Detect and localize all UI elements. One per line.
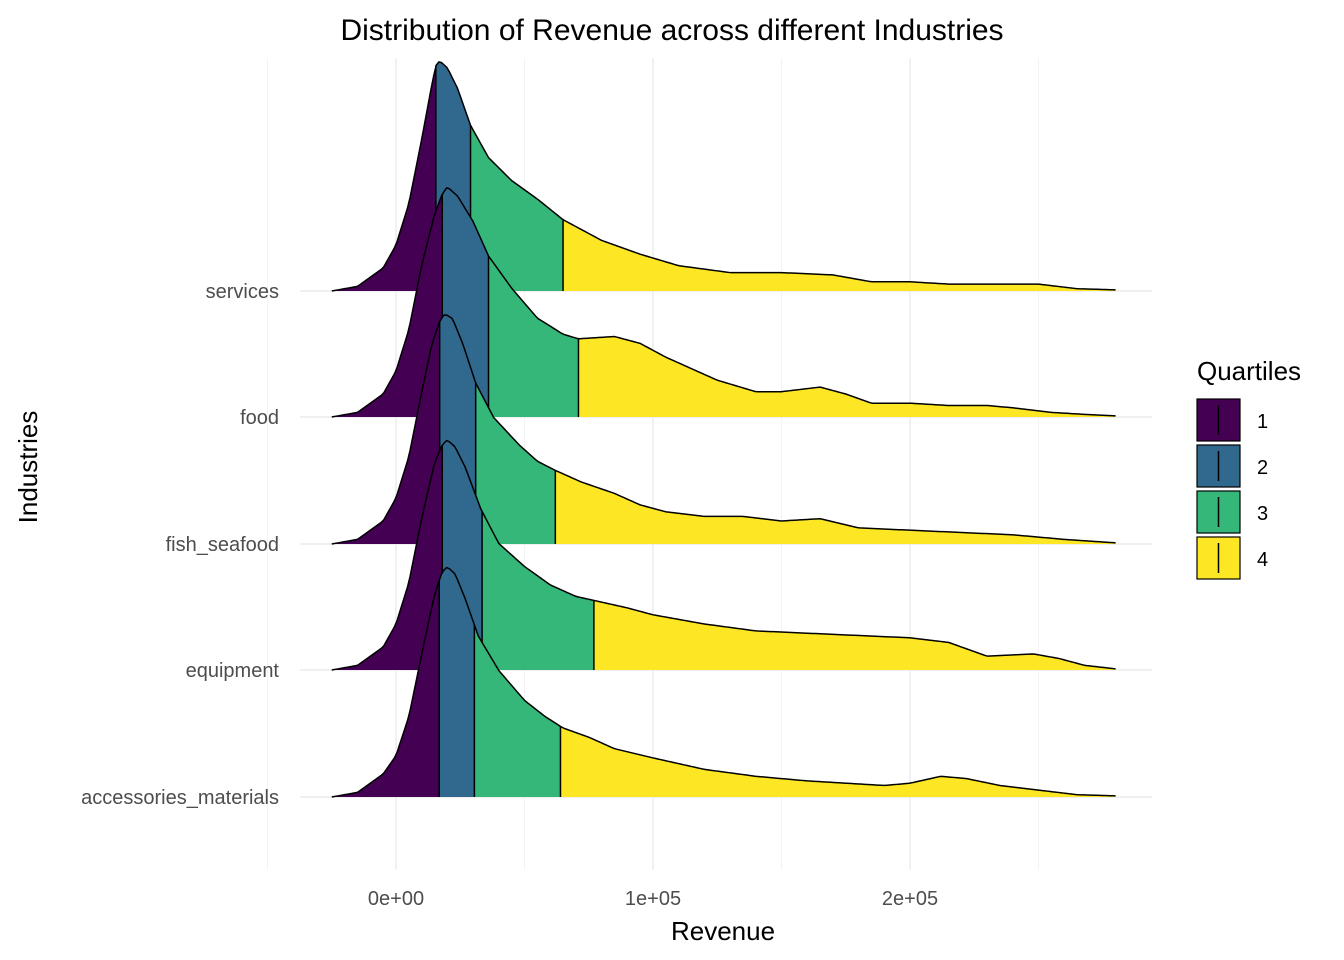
ridges (331, 61, 1116, 798)
quartile-1-area (331, 193, 443, 417)
quartile-1-area (331, 320, 440, 544)
quartile-4-area (593, 600, 1116, 670)
legend-item-4: 4 (1196, 536, 1268, 580)
density-outline (331, 187, 1116, 418)
quartile-3-area (474, 624, 561, 797)
ridge-accessories_materials (331, 566, 1116, 798)
density-outline (331, 314, 1116, 545)
quartile-2-area (439, 567, 475, 797)
quartile-1-area (331, 580, 440, 797)
quartile-3-area (470, 125, 564, 292)
y-tick-label: accessories_materials (81, 787, 279, 809)
legend-item-2: 2 (1196, 444, 1268, 488)
legend-item-1: 1 (1196, 398, 1268, 442)
tick-labels: 0e+00 1e+05 2e+05 accessories_materials equi… (81, 281, 938, 910)
quartile-4-area (578, 336, 1116, 417)
y-axis-title: Industries (13, 411, 43, 524)
y-tick-label: equipment (186, 660, 280, 682)
legend-label: 2 (1257, 457, 1268, 479)
x-axis-title: Revenue (671, 916, 775, 946)
quartile-1-area (331, 65, 436, 291)
quartile-4-area (560, 726, 1116, 797)
legend: Quartiles 1 2 3 4 (1196, 356, 1301, 580)
y-tick-label: services (206, 281, 279, 303)
density-outline (331, 439, 1116, 671)
quartile-4-area (563, 219, 1116, 291)
y-tick-label: fish_seafood (166, 534, 279, 556)
legend-label: 3 (1257, 503, 1268, 525)
x-tick-label: 1e+05 (625, 888, 681, 910)
x-tick-label: 0e+00 (368, 888, 424, 910)
legend-label: 1 (1257, 411, 1268, 433)
legend-title: Quartiles (1197, 356, 1301, 386)
y-tick-label: food (240, 407, 279, 429)
x-tick-label: 2e+05 (882, 888, 938, 910)
legend-item-3: 3 (1196, 490, 1268, 534)
quartile-3-area (482, 511, 594, 670)
quartile-3-area (488, 256, 579, 417)
chart-title: Distribution of Revenue across different… (340, 14, 1003, 47)
density-outline (331, 566, 1116, 798)
quartile-1-area (331, 444, 443, 670)
quartile-3-area (475, 383, 556, 544)
legend-label: 4 (1257, 549, 1268, 571)
quartile-4-area (555, 470, 1116, 544)
density-outline (331, 61, 1116, 292)
